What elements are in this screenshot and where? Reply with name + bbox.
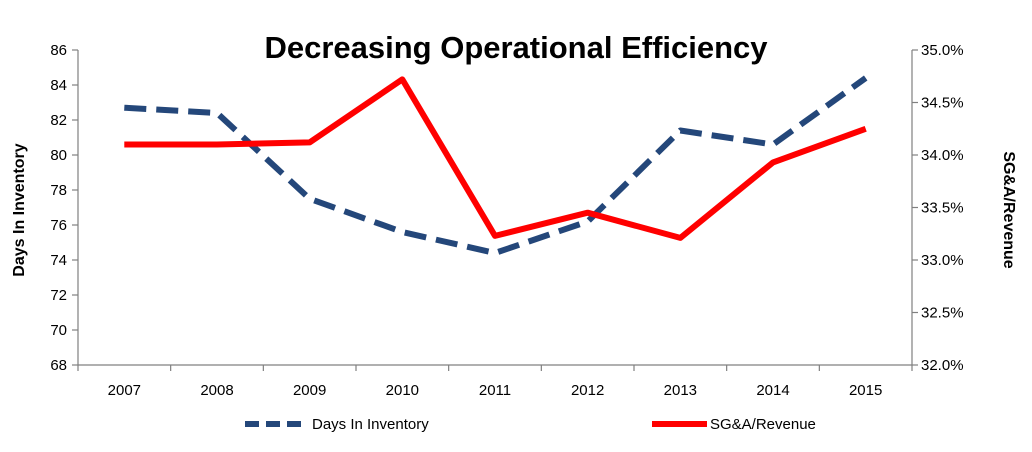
legend-label-days-in-inventory: Days In Inventory xyxy=(312,416,429,433)
left-tick-label: 72 xyxy=(50,287,67,304)
x-tick-label: 2010 xyxy=(386,382,419,399)
x-axis-ticks: 2007 2008 2009 2010 2011 2012 2013 2014 2015 xyxy=(77,365,913,399)
series-line-sg-a-revenue xyxy=(124,76,867,241)
left-tick-label: 70 xyxy=(50,322,67,339)
right-tick-label: 33.0% xyxy=(921,252,964,269)
right-tick-label: 33.5% xyxy=(921,200,964,217)
x-tick-label: 2015 xyxy=(849,382,882,399)
series-layer xyxy=(124,75,868,256)
right-axis-title: SG&A/Revenue xyxy=(1000,151,1017,268)
left-axis-title: Days In Inventory xyxy=(11,143,28,276)
legend: Days In Inventory SG&A/Revenue xyxy=(245,416,816,433)
right-axis-ticks: 32.0% 32.5% 33.0% 33.5% 34.0% 34.5% 35.0% xyxy=(912,42,964,374)
left-tick-label: 80 xyxy=(50,147,67,164)
chart-title: Decreasing Operational Efficiency xyxy=(264,30,768,65)
x-tick-label: 2013 xyxy=(664,382,697,399)
left-tick-label: 68 xyxy=(50,357,67,374)
left-tick-label: 84 xyxy=(50,77,67,94)
right-tick-label: 32.5% xyxy=(921,305,964,322)
legend-label-sga-revenue: SG&A/Revenue xyxy=(710,416,816,433)
x-tick-label: 2011 xyxy=(479,382,511,399)
left-tick-label: 74 xyxy=(50,252,67,269)
series-line-days-in-inventory xyxy=(124,75,868,256)
right-tick-label: 34.5% xyxy=(921,95,964,112)
right-tick-label: 32.0% xyxy=(921,357,964,374)
x-tick-label: 2014 xyxy=(756,382,789,399)
right-tick-label: 35.0% xyxy=(921,42,964,59)
x-tick-label: 2012 xyxy=(571,382,604,399)
left-tick-label: 78 xyxy=(50,182,67,199)
x-tick-label: 2007 xyxy=(108,382,141,399)
left-axis-ticks: 68 70 72 74 76 78 80 82 84 86 xyxy=(50,42,78,374)
left-tick-label: 86 xyxy=(50,42,67,59)
x-tick-label: 2009 xyxy=(293,382,326,399)
right-tick-label: 34.0% xyxy=(921,147,964,164)
left-tick-label: 76 xyxy=(50,217,67,234)
axes xyxy=(77,50,913,366)
left-tick-label: 82 xyxy=(50,112,67,129)
x-tick-label: 2008 xyxy=(200,382,233,399)
